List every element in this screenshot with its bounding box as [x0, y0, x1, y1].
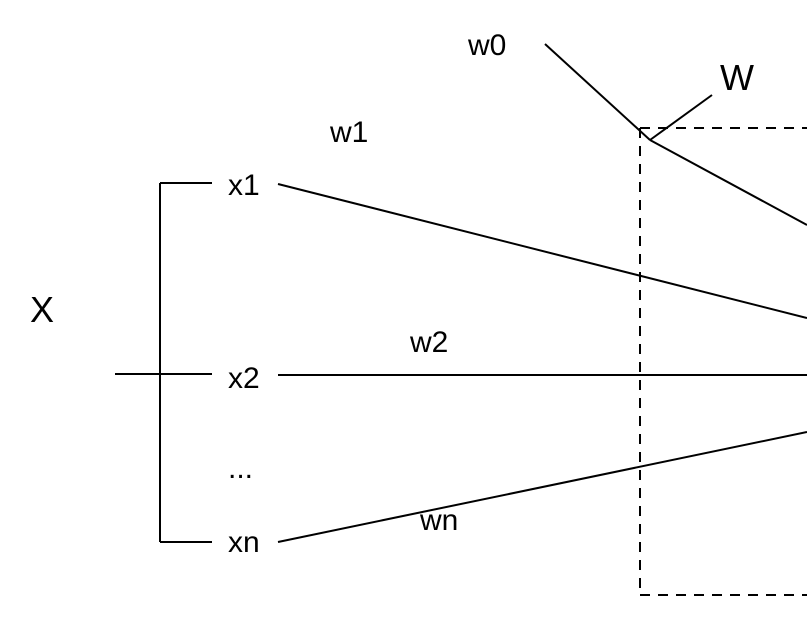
input-bracket — [115, 183, 212, 542]
weights-box — [640, 128, 807, 595]
edge-w0_origin_branch — [650, 140, 807, 225]
edge-w0_origin — [545, 44, 650, 140]
edge-x1 — [278, 184, 807, 318]
edge-xn — [278, 432, 807, 542]
label-x2: x2 — [228, 362, 260, 395]
label-dots: ... — [228, 452, 253, 485]
labels-group: Xx1 x2... xn w0 w1 w2 wn W — [30, 29, 754, 559]
label-weights: W — [720, 57, 754, 98]
label-x1: x1 — [228, 169, 260, 202]
label-vector: X — [30, 289, 54, 330]
edge-W_to_box — [650, 95, 712, 140]
perceptron-diagram: Xx1 x2... xn w0 w1 w2 wn W — [0, 0, 807, 625]
label-w0: w0 — [467, 29, 506, 62]
label-wn: wn — [419, 504, 458, 537]
label-w1: w1 — [329, 116, 368, 149]
label-w2: w2 — [409, 326, 448, 359]
label-xn: xn — [228, 526, 260, 559]
